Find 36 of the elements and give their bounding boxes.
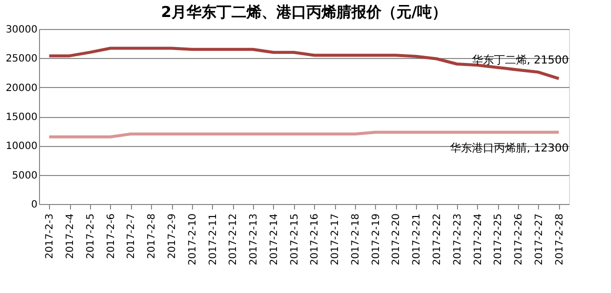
- x-tick-label: 2017-2-11: [208, 214, 219, 266]
- x-tick-label: 2017-2-14: [268, 214, 280, 266]
- x-tick-label: 2017-2-16: [310, 214, 321, 266]
- x-tick-label: 2017-2-10: [187, 214, 198, 266]
- x-tick-label: 2017-2-20: [391, 214, 402, 266]
- y-tick-label: 0: [31, 200, 38, 210]
- text: 华东丁二烯, 21500: [472, 54, 569, 67]
- text: 华东港口丙烯腈, 12300: [450, 141, 569, 154]
- x-tick-label: 2017-2-17: [330, 214, 342, 266]
- x-tick-label: 2017-2-3: [44, 214, 56, 259]
- x-tick-label: 2017-2-18: [350, 214, 362, 266]
- x-tick-label: 2017-2-8: [146, 214, 158, 259]
- y-tick-label: 10000: [6, 141, 38, 152]
- x-tick-label: 2017-2-22: [432, 214, 443, 266]
- x-tick-label: 2017-2-5: [85, 214, 96, 259]
- y-tick-label: 15000: [6, 112, 38, 123]
- y-tick-label: 30000: [6, 24, 38, 36]
- x-tick-label: 2017-2-21: [412, 214, 423, 266]
- x-tick-label: 2017-2-9: [167, 214, 178, 259]
- x-tick-label: 2017-2-27: [534, 214, 545, 266]
- y-tick-label: 25000: [6, 54, 38, 65]
- y-tick-label: 20000: [6, 82, 38, 94]
- x-tick-label: 2017-2-25: [493, 214, 504, 266]
- x-tick-label: 2017-2-19: [370, 214, 382, 266]
- x-tick-label: 2017-2-26: [514, 214, 525, 266]
- x-tick-label: 2017-2-23: [452, 214, 464, 266]
- x-tick-label: 2017-2-24: [472, 214, 484, 266]
- x-tick-label: 2017-2-4: [65, 214, 76, 259]
- x-tick-label: 2017-2-13: [248, 214, 260, 266]
- x-tick-label: 2017-2-7: [126, 214, 138, 259]
- chart-title: 2月华东丁二烯、港口丙烯腈报价（元/吨）: [161, 3, 447, 21]
- x-tick-label: 2017-2-28: [554, 214, 566, 266]
- x-tick-label: 2017-2-12: [228, 214, 240, 266]
- y-tick-label: 5000: [12, 170, 38, 182]
- x-tick-label: 2017-2-6: [106, 214, 117, 259]
- x-tick-label: 2017-2-15: [289, 214, 300, 266]
